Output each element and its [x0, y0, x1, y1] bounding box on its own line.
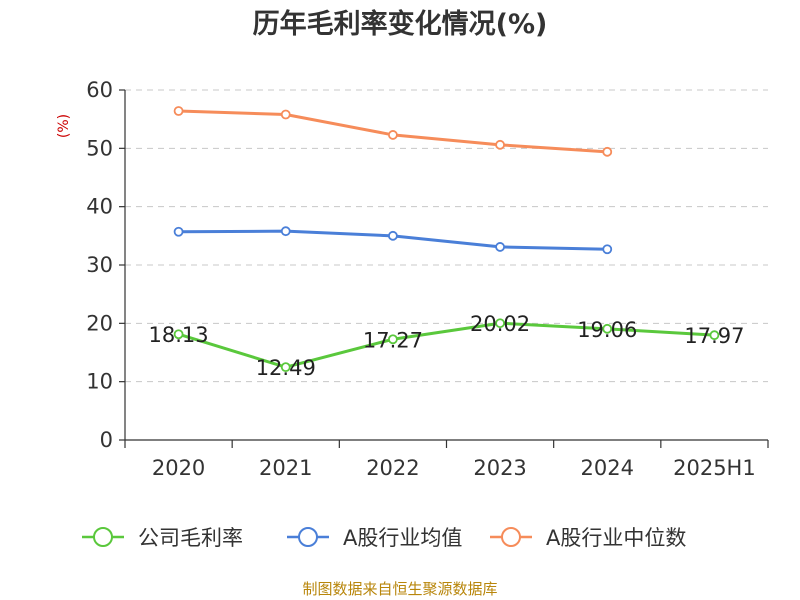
data-point [495, 318, 505, 329]
data-label: 20.02 [470, 312, 530, 336]
x-tick-label: 2022 [366, 456, 419, 480]
legend-label: A股行业中位数 [546, 526, 686, 550]
y-tick-label: 20 [86, 311, 113, 335]
chart-title: 历年毛利率变化情况(%) [253, 8, 548, 40]
data-label: 17.27 [363, 328, 423, 352]
series-1 [173, 226, 613, 255]
x-tick-label: 2023 [473, 456, 526, 480]
series-layer [173, 106, 720, 373]
data-point [280, 226, 291, 237]
data-point [280, 362, 291, 373]
x-tick-label: 2024 [581, 456, 634, 480]
legend-item-1: A股行业均值 [287, 526, 462, 550]
x-tick-label: 2021 [259, 456, 312, 480]
legend-marker [298, 527, 318, 547]
y-tick-label: 10 [86, 370, 113, 394]
data-point [602, 323, 613, 334]
data-point [495, 242, 505, 252]
y-tick-label: 30 [86, 253, 113, 277]
series-line-0 [178, 321, 715, 369]
data-point [709, 330, 720, 341]
series-0 [173, 318, 720, 373]
y-tick-label: 40 [86, 195, 113, 219]
data-point [280, 109, 291, 120]
data-point [388, 130, 398, 140]
axes: 0 10 20 30 40 50 60 2020 2021 2022 2023 2024 2025H1 [86, 78, 769, 480]
y-tick-label: 0 [100, 428, 113, 452]
data-label: 19.06 [577, 318, 637, 342]
grid-lines [125, 89, 768, 383]
data-point [173, 106, 184, 116]
data-point [388, 230, 398, 241]
data-label: 18.13 [149, 323, 209, 347]
source-note: 制图数据来自恒生聚源数据库 [302, 580, 497, 598]
legend-label: A股行业均值 [343, 526, 462, 550]
data-point [602, 146, 613, 157]
data-point [173, 226, 184, 237]
legend-marker [501, 527, 521, 547]
data-point [495, 139, 505, 150]
y-tick-label: 50 [86, 136, 113, 160]
data-point [173, 329, 184, 340]
legend-marker [93, 527, 113, 547]
x-tick-label: 2020 [152, 456, 205, 480]
y-axis-label: (%) [56, 114, 72, 138]
y-tick-label: 60 [86, 78, 113, 102]
legend: 公司毛利率 A股行业均值 A股行业中位数 [82, 526, 686, 550]
x-tick-label: 2025H1 [673, 456, 756, 480]
legend-item-0: 公司毛利率 [82, 526, 243, 550]
data-point [388, 334, 398, 345]
data-label: 12.49 [256, 356, 316, 380]
data-labels: 18.13 12.49 17.27 20.02 19.06 17.97 [149, 312, 745, 380]
data-point [602, 244, 613, 255]
series-2 [173, 106, 613, 157]
legend-item-2: A股行业中位数 [490, 526, 686, 550]
data-label: 17.97 [684, 324, 744, 348]
legend-label: 公司毛利率 [138, 526, 243, 550]
